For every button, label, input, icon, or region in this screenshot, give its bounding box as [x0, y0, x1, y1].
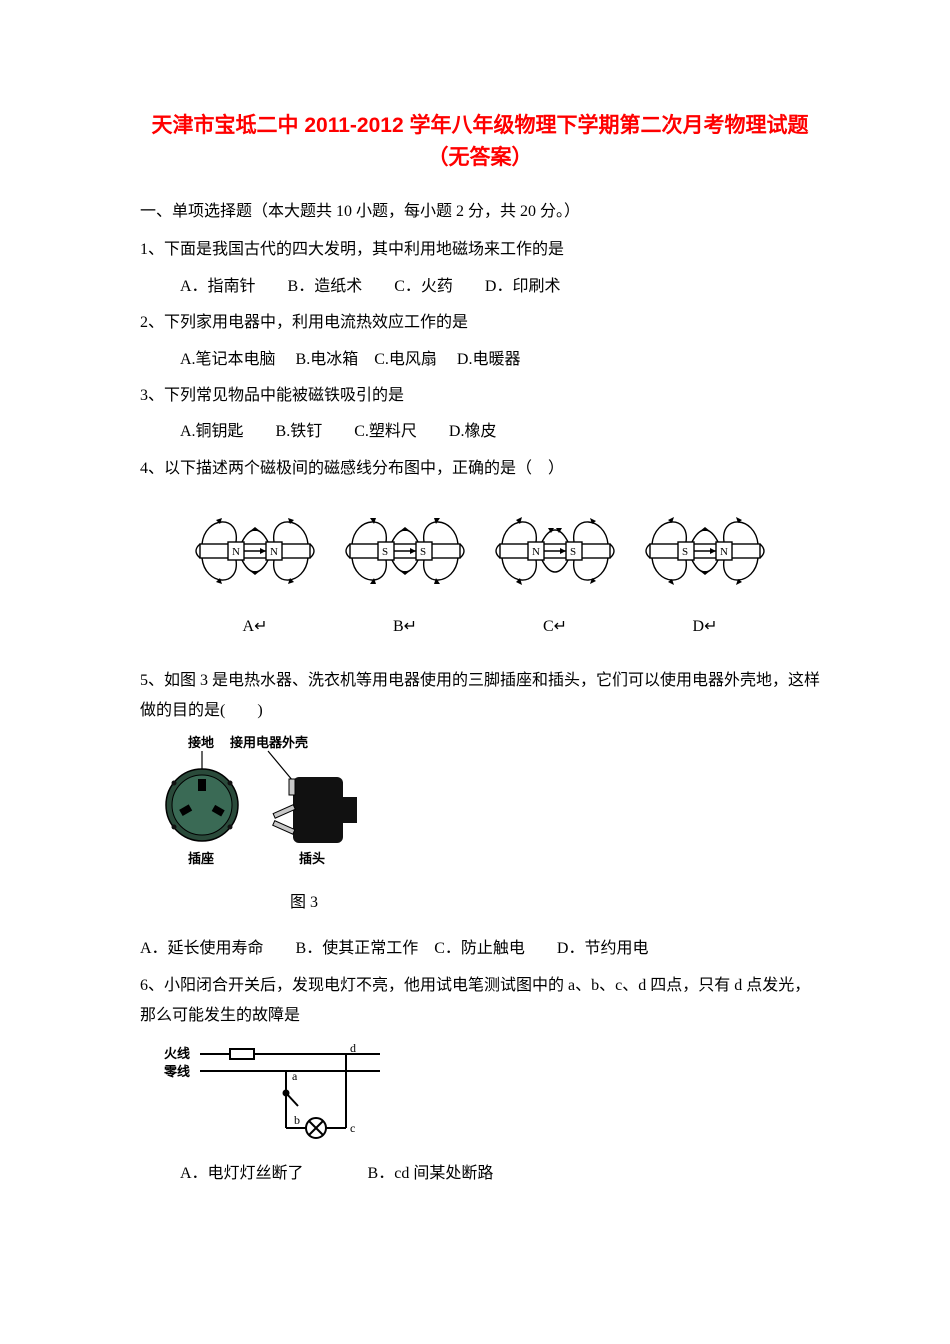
svg-text:插座: 插座: [188, 851, 214, 866]
svg-text:d: d: [350, 1041, 356, 1055]
svg-text:S: S: [682, 546, 688, 558]
svg-text:N: N: [532, 546, 540, 558]
question-5-figure: 接地 接用电器外壳 插座 插头: [158, 733, 820, 884]
svg-text:N: N: [270, 546, 278, 558]
question-6-figure: 火线 零线 a b c d: [158, 1038, 820, 1159]
question-2-options: A.笔记本电脑 B.电冰箱 C.电风扇 D.电暖器: [140, 345, 820, 375]
svg-text:接用电器外壳: 接用电器外壳: [230, 735, 308, 750]
svg-text:接地: 接地: [188, 735, 214, 750]
svg-text:a: a: [292, 1069, 298, 1083]
magnet-label-d: D↵: [640, 612, 770, 642]
question-5-stem: 5、如图 3 是电热水器、洗衣机等用电器使用的三脚插座和插头，它们可以使用电器外…: [140, 666, 820, 727]
magnet-label-c: C↵: [490, 612, 620, 642]
question-6-stem: 6、小阳闭合开关后，发现电灯不亮，他用试电笔测试图中的 a、b、c、d 四点，只…: [140, 971, 820, 1032]
question-4-diagrams: N N A↵: [140, 490, 820, 660]
section-1-header: 一、单项选择题（本大题共 10 小题，每小题 2 分，共 20 分。）: [140, 197, 820, 227]
magnet-label-b: B↵: [340, 612, 470, 642]
svg-text:N: N: [232, 546, 240, 558]
svg-text:S: S: [570, 546, 576, 558]
magnet-diagram-d: S N D↵: [640, 504, 770, 642]
exam-title: 天津市宝坻二中 2011-2012 学年八年级物理下学期第二次月考物理试题（无答…: [140, 110, 820, 173]
question-3-options: A.铜钥匙 B.铁钉 C.塑料尺 D.橡皮: [140, 417, 820, 447]
magnet-label-a: A↵: [190, 612, 320, 642]
question-3-stem: 3、下列常见物品中能被磁铁吸引的是: [140, 381, 820, 411]
question-2-stem: 2、下列家用电器中，利用电流热效应工作的是: [140, 308, 820, 338]
svg-text:c: c: [350, 1121, 355, 1135]
question-4-stem: 4、以下描述两个磁极间的磁感线分布图中，正确的是（ ）: [140, 454, 820, 484]
question-1-stem: 1、下面是我国古代的四大发明，其中利用地磁场来工作的是: [140, 235, 820, 265]
svg-text:N: N: [720, 546, 728, 558]
svg-text:插头: 插头: [299, 851, 325, 866]
svg-text:S: S: [420, 546, 426, 558]
svg-text:零线: 零线: [163, 1064, 190, 1079]
magnet-diagram-a: N N A↵: [190, 504, 320, 642]
question-6-options: A．电灯灯丝断了 B．cd 间某处断路: [140, 1159, 820, 1189]
magnet-diagram-b: S S B↵: [340, 504, 470, 642]
svg-text:b: b: [294, 1113, 300, 1127]
question-5-caption: 图 3: [140, 888, 820, 918]
question-5-options: A．延长使用寿命 B．使其正常工作 C．防止触电 D．节约用电: [140, 934, 820, 964]
svg-text:S: S: [382, 546, 388, 558]
svg-text:火线: 火线: [164, 1046, 190, 1061]
magnet-diagram-c: N S C↵: [490, 504, 620, 642]
question-1-options: A．指南针 B．造纸术 C．火药 D．印刷术: [140, 272, 820, 302]
